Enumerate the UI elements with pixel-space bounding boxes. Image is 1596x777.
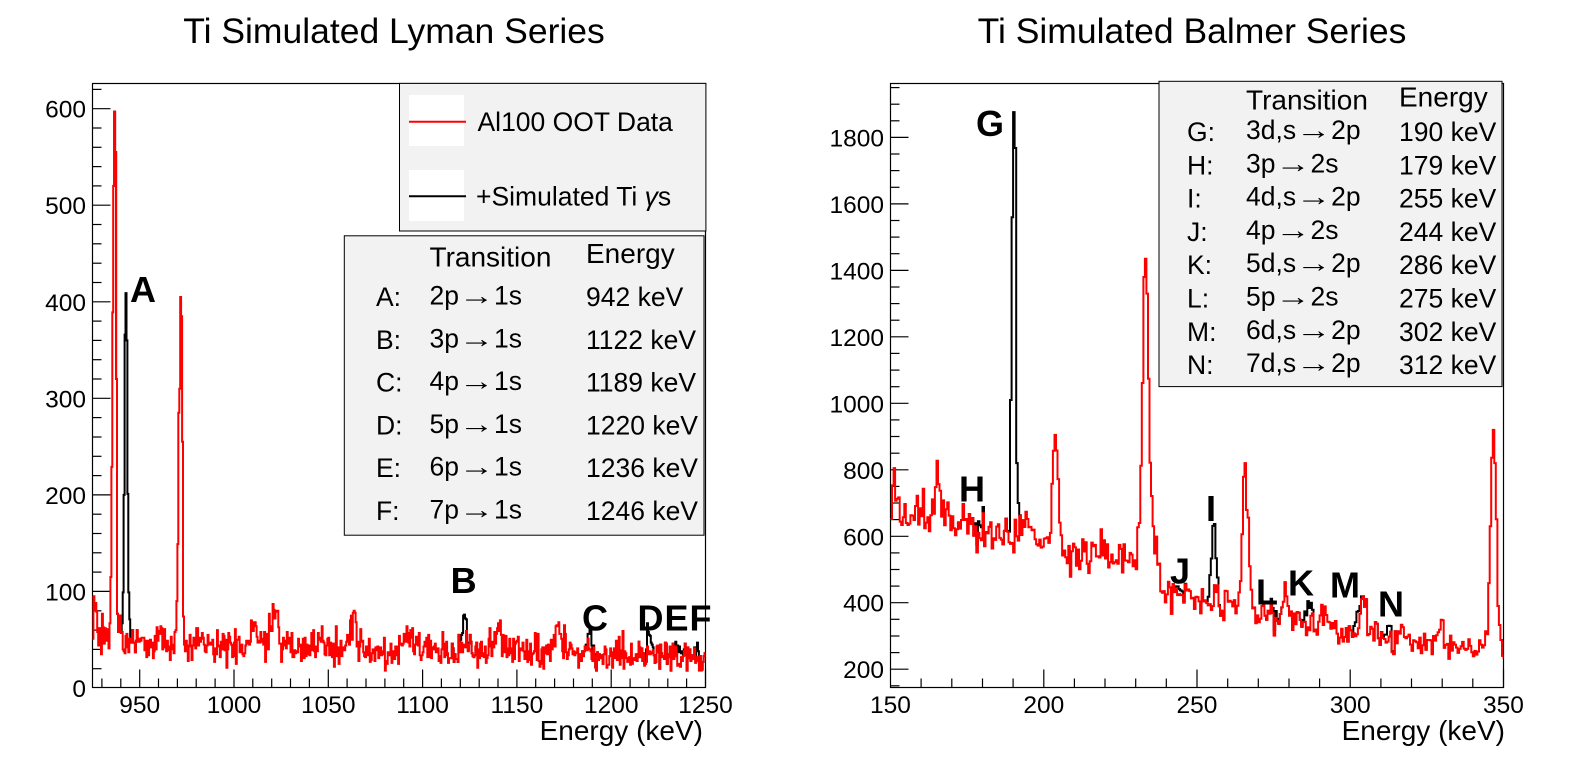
svg-text:L: L: [1256, 572, 1278, 613]
svg-text:I: I: [1206, 488, 1216, 529]
svg-text:K: K: [1288, 563, 1314, 604]
svg-text:200: 200: [843, 657, 884, 684]
svg-text:1000: 1000: [207, 692, 262, 719]
svg-text:3p→1s: 3p→1s: [430, 323, 522, 353]
svg-text:942 keV: 942 keV: [586, 282, 684, 312]
svg-text:C:: C:: [376, 368, 403, 398]
svg-text:Al100 OOT Data: Al100 OOT Data: [478, 107, 674, 137]
svg-text:4d,s→2p: 4d,s→2p: [1246, 182, 1361, 212]
svg-text:1000: 1000: [829, 391, 884, 418]
svg-text:+Simulated Ti γs: +Simulated Ti γs: [476, 182, 671, 212]
svg-text:244 keV: 244 keV: [1399, 217, 1497, 247]
svg-text:K:: K:: [1187, 250, 1212, 280]
svg-text:A:: A:: [376, 282, 401, 312]
svg-text:1150: 1150: [491, 692, 544, 719]
svg-text:G:: G:: [1187, 117, 1215, 147]
svg-text:H:: H:: [1187, 150, 1214, 180]
svg-text:6p→1s: 6p→1s: [430, 452, 522, 482]
svg-text:L:: L:: [1187, 284, 1209, 314]
svg-text:6d,s→2p: 6d,s→2p: [1246, 315, 1361, 345]
svg-text:M: M: [1330, 565, 1360, 606]
svg-text:1600: 1600: [829, 192, 884, 219]
svg-text:4p→1s: 4p→1s: [430, 366, 522, 396]
svg-text:950: 950: [119, 692, 160, 719]
svg-text:N:: N:: [1187, 350, 1214, 380]
svg-text:400: 400: [843, 591, 884, 618]
svg-text:F: F: [690, 598, 712, 639]
svg-text:Ti Simulated Lyman Series: Ti Simulated Lyman Series: [183, 11, 605, 51]
svg-text:3d,s→2p: 3d,s→2p: [1246, 115, 1361, 145]
svg-text:Ti Simulated Balmer Series: Ti Simulated Balmer Series: [978, 11, 1407, 51]
svg-text:312 keV: 312 keV: [1399, 350, 1497, 380]
svg-text:F:: F:: [376, 496, 400, 526]
svg-text:H: H: [959, 469, 985, 510]
svg-text:600: 600: [843, 524, 884, 551]
svg-text:800: 800: [843, 458, 884, 485]
svg-text:M:: M:: [1187, 317, 1216, 347]
svg-text:D: D: [638, 598, 664, 639]
svg-text:Transition: Transition: [1246, 85, 1368, 116]
svg-text:E:: E:: [376, 453, 401, 483]
svg-text:150: 150: [870, 692, 911, 719]
svg-text:1236 keV: 1236 keV: [586, 453, 698, 483]
svg-text:275 keV: 275 keV: [1399, 284, 1497, 314]
svg-text:302 keV: 302 keV: [1399, 317, 1497, 347]
svg-text:400: 400: [45, 290, 86, 317]
svg-text:1400: 1400: [829, 258, 884, 285]
svg-text:1200: 1200: [829, 325, 884, 352]
svg-text:B: B: [451, 560, 477, 601]
svg-text:1100: 1100: [396, 692, 449, 719]
svg-text:1246 keV: 1246 keV: [586, 496, 698, 526]
svg-text:300: 300: [1330, 692, 1371, 719]
svg-text:J:: J:: [1187, 217, 1208, 247]
svg-text:5d,s→2p: 5d,s→2p: [1246, 248, 1361, 278]
svg-text:5p→2s: 5p→2s: [1246, 282, 1338, 312]
svg-text:Energy (keV): Energy (keV): [540, 715, 703, 746]
svg-text:100: 100: [45, 579, 86, 606]
svg-text:J: J: [1170, 551, 1190, 592]
svg-text:200: 200: [1023, 692, 1064, 719]
svg-text:4p→2s: 4p→2s: [1246, 215, 1338, 245]
svg-text:1250: 1250: [678, 692, 733, 719]
svg-text:600: 600: [45, 97, 86, 124]
svg-text:Transition: Transition: [430, 242, 552, 273]
svg-text:300: 300: [45, 386, 86, 413]
svg-text:2p→1s: 2p→1s: [430, 281, 522, 311]
svg-text:350: 350: [1483, 692, 1524, 719]
svg-text:D:: D:: [376, 410, 403, 440]
svg-text:1122 keV: 1122 keV: [586, 325, 696, 355]
svg-text:255 keV: 255 keV: [1399, 184, 1497, 214]
svg-text:1800: 1800: [829, 125, 884, 152]
svg-text:1200: 1200: [584, 692, 639, 719]
svg-text:5p→1s: 5p→1s: [430, 409, 522, 439]
svg-text:190 keV: 190 keV: [1399, 117, 1497, 147]
svg-text:200: 200: [45, 483, 86, 510]
svg-text:500: 500: [45, 193, 86, 220]
svg-text:179 keV: 179 keV: [1399, 150, 1497, 180]
svg-text:7d,s→2p: 7d,s→2p: [1246, 348, 1361, 378]
svg-text:0: 0: [72, 676, 86, 703]
svg-text:3p→2s: 3p→2s: [1246, 148, 1338, 178]
svg-text:Energy: Energy: [586, 238, 675, 269]
svg-text:1050: 1050: [301, 692, 356, 719]
svg-text:1189 keV: 1189 keV: [586, 368, 696, 398]
svg-text:I:: I:: [1187, 184, 1202, 214]
svg-text:Energy: Energy: [1399, 82, 1488, 113]
svg-text:250: 250: [1177, 692, 1218, 719]
svg-text:E: E: [664, 598, 688, 639]
svg-text:7p→1s: 7p→1s: [430, 495, 522, 525]
svg-text:286 keV: 286 keV: [1399, 250, 1497, 280]
svg-text:C: C: [582, 598, 608, 639]
svg-text:G: G: [976, 103, 1004, 144]
svg-text:N: N: [1378, 584, 1404, 625]
svg-text:1220 keV: 1220 keV: [586, 410, 698, 440]
svg-text:B:: B:: [376, 325, 401, 355]
svg-text:A: A: [130, 269, 156, 310]
svg-text:Energy (keV): Energy (keV): [1342, 715, 1505, 746]
